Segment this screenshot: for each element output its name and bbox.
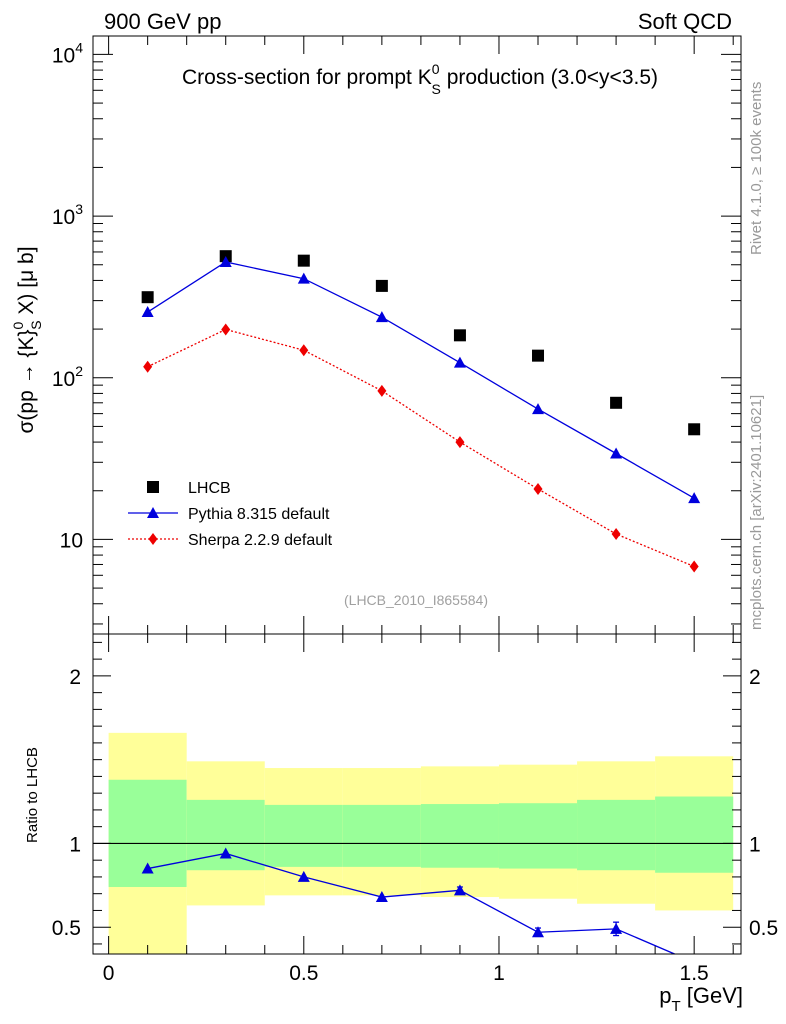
x-axis-label: pT [GeV] bbox=[659, 983, 743, 1015]
ratio-y-tick-label: 2 bbox=[69, 666, 81, 689]
pythia-point bbox=[141, 306, 154, 318]
ratio-bands bbox=[93, 732, 741, 954]
legend-label: LHCB bbox=[188, 480, 231, 497]
sherpa-point bbox=[455, 436, 465, 449]
pythia-ratio-point bbox=[141, 862, 154, 874]
lhcb-data-point bbox=[141, 291, 154, 304]
uncertainty-band-inner bbox=[577, 799, 656, 871]
pythia-ratio-line bbox=[147, 852, 675, 955]
title-part-sub: S bbox=[432, 81, 441, 97]
y-tick-label-base: 10 bbox=[60, 529, 83, 552]
legend-marker bbox=[147, 481, 159, 493]
x-tick-label: 1.5 bbox=[680, 962, 709, 985]
pythia-ratio-point bbox=[453, 884, 466, 896]
x-tick-label: 0.5 bbox=[289, 962, 318, 985]
sherpa-point bbox=[299, 344, 309, 357]
pythia-point bbox=[375, 311, 388, 323]
ratio-y-tick-label: 1 bbox=[69, 833, 81, 856]
rivet-label: Rivet 4.1.0, ≥ 100k events bbox=[748, 82, 765, 255]
lhcb-data-point bbox=[453, 329, 466, 342]
x-tick-label: 0 bbox=[103, 962, 115, 985]
y-tick-label: 10 bbox=[60, 529, 83, 552]
uncertainty-band-inner bbox=[264, 804, 343, 867]
sherpa-point bbox=[533, 483, 543, 496]
analysis-watermark: (LHCB_2010_I865584) bbox=[344, 592, 488, 608]
lhcb-data-point bbox=[297, 254, 310, 267]
ratio-panel: 0.5 0.5 1 1 2 2 0 0.5 1 1.5 Ratio to LHCB pT [GeV… bbox=[24, 634, 778, 1015]
xlabel-part-after: [GeV] bbox=[681, 983, 743, 1008]
ratio-series bbox=[141, 847, 675, 955]
y-tick-label-base: 10 bbox=[52, 44, 75, 67]
lhcb-data-point bbox=[375, 279, 388, 292]
header-right: Soft QCD bbox=[638, 9, 732, 34]
ylabel-part-after: X) [μ b] bbox=[15, 246, 38, 320]
ylabel-part-sup: 0 bbox=[10, 322, 26, 330]
sherpa-line bbox=[147, 328, 695, 568]
ratio-ticks: 0.5 0.5 1 1 2 2 0 0.5 1 1.5 bbox=[52, 634, 778, 985]
pythia-point bbox=[453, 356, 466, 368]
sherpa-point bbox=[221, 323, 231, 336]
ratio-y-tick-label-right: 2 bbox=[749, 666, 761, 689]
legend: LHCB Pythia 8.315 default Sherpa 2.2.9 def… bbox=[128, 480, 333, 549]
lhcb-data-point bbox=[610, 396, 623, 409]
sherpa-point bbox=[377, 384, 387, 397]
title-part-after: production (3.0<y<3.5) bbox=[441, 66, 658, 89]
pythia-point bbox=[688, 492, 701, 504]
pythia-ratio-point bbox=[532, 926, 545, 938]
y-tick-label-base: 10 bbox=[52, 206, 75, 229]
legend-label: Pythia 8.315 default bbox=[188, 506, 330, 523]
y-tick-label-exp: 4 bbox=[75, 39, 83, 55]
pythia-point bbox=[297, 272, 310, 284]
y-tick-label: 102 bbox=[52, 363, 83, 391]
ratio-frame bbox=[92, 633, 742, 955]
sherpa-point bbox=[143, 360, 153, 373]
pythia-line bbox=[147, 261, 695, 499]
ylabel-part-sub: S bbox=[28, 320, 44, 329]
sherpa-point bbox=[689, 560, 699, 573]
legend-label: Sherpa 2.2.9 default bbox=[188, 532, 333, 549]
uncertainty-band-inner bbox=[342, 804, 421, 867]
uncertainty-band-inner bbox=[186, 799, 265, 871]
uncertainty-band-inner bbox=[420, 804, 499, 868]
xlabel-part-sub: T bbox=[671, 998, 680, 1015]
header-left: 900 GeV pp bbox=[104, 9, 221, 34]
mcplots-label: mcplots.cern.ch [arXiv:2401.10621] bbox=[748, 395, 765, 630]
main-title: Cross-section for prompt K0 S production … bbox=[182, 61, 658, 97]
main-series bbox=[141, 250, 701, 573]
legend-marker bbox=[147, 507, 159, 518]
main-panel: Cross-section for prompt K0 S production … bbox=[10, 36, 741, 634]
uncertainty-band-inner bbox=[498, 803, 578, 869]
ratio-y-tick-label-right: 1 bbox=[749, 833, 761, 856]
ratio-y-tick-label-right: 0.5 bbox=[749, 917, 778, 940]
title-part-before: Cross-section for prompt K bbox=[182, 66, 432, 89]
y-tick-label: 103 bbox=[52, 201, 83, 229]
pythia-ratio-point bbox=[297, 870, 310, 882]
ratio-y-tick-label: 0.5 bbox=[52, 917, 81, 940]
lhcb-data-point bbox=[688, 423, 701, 436]
pythia-ratio-point bbox=[219, 847, 232, 859]
uncertainty-band-inner bbox=[655, 796, 734, 873]
pythia-point bbox=[610, 447, 623, 459]
legend-marker bbox=[148, 533, 158, 545]
y-tick-label-base: 10 bbox=[52, 368, 75, 391]
pythia-point bbox=[532, 403, 545, 415]
y-tick-label-exp: 3 bbox=[75, 201, 83, 217]
sherpa-point bbox=[611, 528, 621, 541]
y-axis-label: σ(pp → {K}0 S X) [μ b] bbox=[10, 246, 44, 433]
title-part-sup: 0 bbox=[432, 61, 440, 77]
y-tick-label: 104 bbox=[52, 39, 83, 67]
pythia-ratio-point bbox=[375, 891, 388, 903]
lhcb-data-point bbox=[532, 349, 545, 362]
ratio-y-axis-label: Ratio to LHCB bbox=[24, 747, 41, 843]
ylabel-part-before: σ(pp → {K} bbox=[15, 330, 38, 434]
y-tick-label-exp: 2 bbox=[75, 363, 83, 379]
x-tick-label: 1 bbox=[493, 962, 505, 985]
xlabel-part-before: p bbox=[659, 983, 671, 1008]
pythia-ratio-point bbox=[610, 922, 623, 934]
pythia-point bbox=[219, 256, 232, 268]
